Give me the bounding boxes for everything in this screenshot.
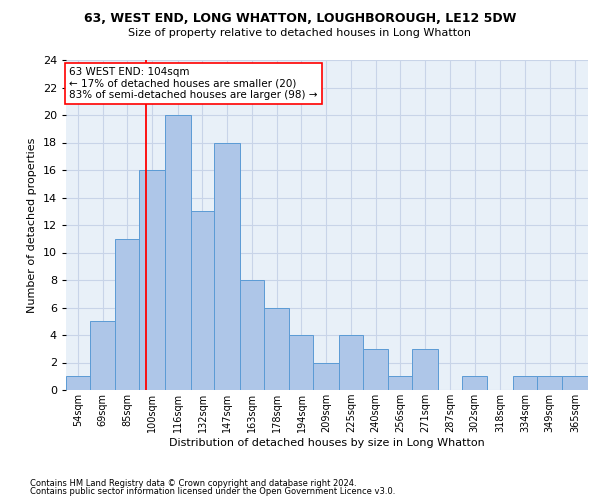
Text: Contains HM Land Registry data © Crown copyright and database right 2024.: Contains HM Land Registry data © Crown c… (30, 478, 356, 488)
Bar (289, 335, 313, 390)
Bar (363, 349, 388, 390)
Bar (388, 376, 412, 390)
Bar (115, 239, 139, 390)
Bar (339, 335, 363, 390)
Bar (191, 211, 214, 390)
Bar (537, 376, 562, 390)
Text: 63, WEST END, LONG WHATTON, LOUGHBOROUGH, LE12 5DW: 63, WEST END, LONG WHATTON, LOUGHBOROUGH… (84, 12, 516, 26)
Bar (214, 142, 240, 390)
Bar (165, 115, 191, 390)
Text: Contains public sector information licensed under the Open Government Licence v3: Contains public sector information licen… (30, 487, 395, 496)
Bar (240, 280, 264, 390)
Bar (139, 170, 165, 390)
Text: 63 WEST END: 104sqm
← 17% of detached houses are smaller (20)
83% of semi-detach: 63 WEST END: 104sqm ← 17% of detached ho… (69, 67, 317, 100)
Bar (264, 308, 289, 390)
Bar (513, 376, 537, 390)
Bar (562, 376, 588, 390)
Bar (66, 376, 90, 390)
Y-axis label: Number of detached properties: Number of detached properties (27, 138, 37, 312)
Bar (90, 322, 115, 390)
X-axis label: Distribution of detached houses by size in Long Whatton: Distribution of detached houses by size … (169, 438, 485, 448)
Bar (313, 362, 339, 390)
Text: Size of property relative to detached houses in Long Whatton: Size of property relative to detached ho… (128, 28, 472, 38)
Bar (462, 376, 487, 390)
Bar (412, 349, 438, 390)
